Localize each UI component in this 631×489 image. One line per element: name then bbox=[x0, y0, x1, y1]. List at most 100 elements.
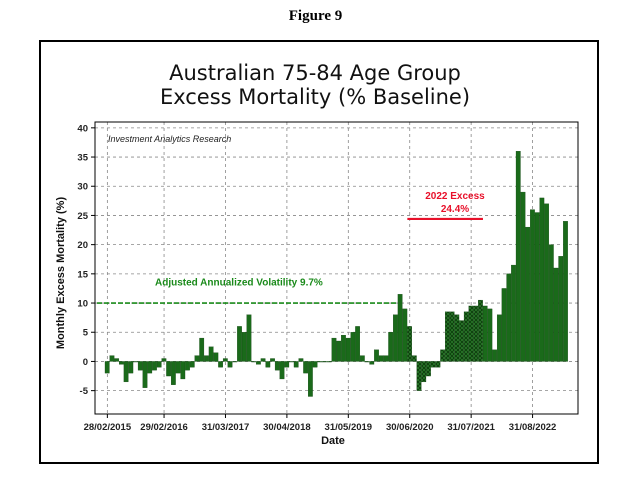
bar bbox=[525, 226, 531, 362]
bar bbox=[530, 209, 535, 362]
bar bbox=[454, 314, 460, 362]
bar bbox=[256, 361, 261, 365]
bar bbox=[166, 361, 171, 377]
x-tick-label: 31/07/2021 bbox=[447, 422, 495, 433]
x-tick-label: 31/08/2022 bbox=[509, 422, 557, 433]
x-axis-label: Date bbox=[321, 435, 345, 447]
bar bbox=[142, 361, 148, 388]
bar bbox=[289, 361, 294, 363]
bar bbox=[435, 361, 441, 368]
chart-title-line-2: Excess Mortality (% Baseline) bbox=[160, 85, 470, 109]
bar bbox=[114, 358, 120, 362]
bar bbox=[345, 337, 351, 362]
bar bbox=[506, 273, 512, 362]
y-tick-label: 15 bbox=[77, 269, 88, 280]
bar bbox=[194, 355, 200, 362]
excess-2022-value: 24.4% bbox=[441, 204, 469, 215]
bar bbox=[534, 212, 540, 362]
bar bbox=[388, 332, 394, 362]
bar bbox=[208, 346, 214, 362]
bar bbox=[322, 361, 327, 363]
bar bbox=[279, 361, 285, 380]
bar bbox=[501, 288, 507, 362]
bar bbox=[170, 361, 176, 385]
bar bbox=[293, 361, 299, 368]
bar bbox=[308, 361, 313, 397]
bar bbox=[374, 349, 379, 362]
bar bbox=[104, 361, 110, 374]
bar bbox=[468, 305, 474, 362]
bar bbox=[189, 361, 195, 368]
bar bbox=[426, 361, 431, 377]
bar bbox=[204, 355, 209, 362]
bar bbox=[553, 267, 559, 362]
bar bbox=[303, 361, 309, 374]
bar bbox=[478, 299, 483, 362]
bar bbox=[123, 361, 129, 383]
bar bbox=[227, 361, 233, 368]
bar bbox=[402, 308, 408, 362]
bar bbox=[341, 335, 346, 362]
bar bbox=[274, 361, 280, 371]
bar bbox=[128, 361, 134, 374]
bar bbox=[185, 361, 190, 371]
bar bbox=[260, 358, 266, 362]
bar bbox=[515, 151, 521, 362]
bar bbox=[241, 332, 247, 362]
bar bbox=[558, 256, 564, 362]
bar bbox=[180, 361, 186, 380]
bar bbox=[548, 244, 554, 362]
x-tick-label: 30/06/2020 bbox=[386, 422, 434, 433]
bar bbox=[520, 191, 526, 362]
bar bbox=[237, 326, 242, 362]
bar bbox=[430, 361, 436, 368]
bar bbox=[511, 264, 516, 362]
bar bbox=[364, 361, 370, 363]
bar bbox=[411, 355, 417, 362]
y-tick-label: 30 bbox=[77, 182, 88, 193]
bar bbox=[355, 326, 360, 362]
bar bbox=[232, 361, 238, 363]
bar bbox=[393, 314, 398, 362]
bar bbox=[350, 332, 356, 362]
bar bbox=[463, 311, 469, 362]
x-tick-label: 29/02/2016 bbox=[140, 422, 188, 433]
bar bbox=[175, 361, 181, 374]
excess-2022-annotation: 2022 Excess bbox=[425, 191, 485, 202]
y-axis-label: Monthly Excess Mortality (%) bbox=[55, 197, 67, 350]
y-tick-label: 0 bbox=[83, 357, 88, 368]
bar bbox=[544, 203, 549, 362]
y-tick-label: 35 bbox=[77, 153, 88, 164]
bar bbox=[152, 361, 157, 371]
y-tick-label: -5 bbox=[80, 386, 89, 397]
bar bbox=[270, 358, 275, 362]
bar bbox=[298, 358, 304, 362]
bar bbox=[359, 355, 365, 362]
y-tick-label: 40 bbox=[77, 123, 88, 134]
chart-title-line-1: Australian 75-84 Age Group bbox=[169, 61, 461, 85]
bar bbox=[326, 361, 332, 363]
bar bbox=[161, 358, 167, 362]
credit-text: Investment Analytics Research bbox=[108, 134, 231, 144]
bar bbox=[492, 349, 497, 362]
bar bbox=[312, 361, 318, 368]
figure-label: Figure 9 bbox=[288, 8, 343, 24]
bar bbox=[449, 311, 455, 362]
bar bbox=[317, 361, 323, 363]
bar bbox=[147, 361, 153, 374]
bar bbox=[251, 361, 257, 363]
y-tick-label: 20 bbox=[77, 240, 88, 251]
bar bbox=[213, 352, 219, 362]
x-tick-label: 28/02/2015 bbox=[84, 422, 132, 433]
chart-frame bbox=[39, 40, 599, 464]
bar bbox=[119, 361, 124, 365]
bar bbox=[487, 308, 493, 362]
bar bbox=[496, 314, 502, 362]
bar bbox=[222, 358, 228, 362]
bar bbox=[284, 361, 290, 368]
bar bbox=[482, 305, 488, 362]
x-tick-label: 31/05/2019 bbox=[325, 422, 373, 433]
bar bbox=[369, 361, 375, 365]
bar bbox=[473, 305, 479, 362]
